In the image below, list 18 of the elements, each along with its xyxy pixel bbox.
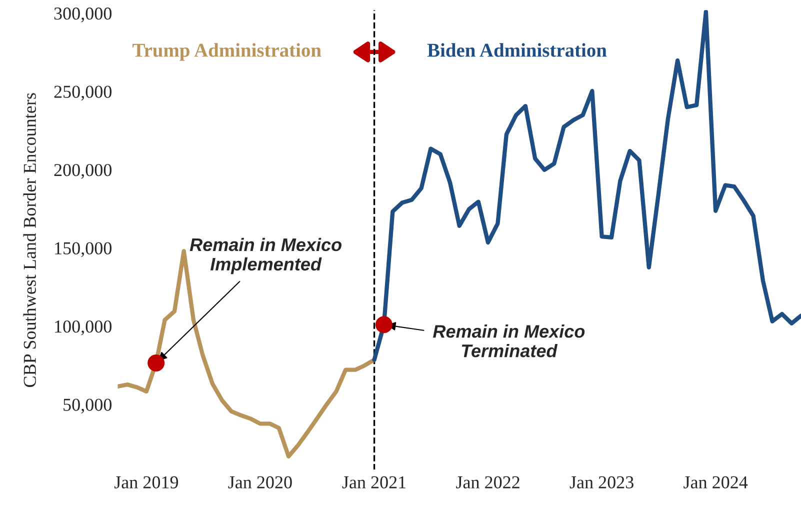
y-axis-title: CBP Southwest Land Border Encounters: [23, 93, 36, 387]
y-tick-label: 100,000: [55, 320, 112, 336]
annotation: Remain in Mexico Terminated: [433, 324, 585, 358]
y-tick-label: 200,000: [54, 164, 112, 179]
series-label: Biden Administration: [427, 43, 607, 57]
x-tick-label: Jan 2020: [228, 476, 292, 488]
x-tick-label: Jan 2022: [456, 476, 520, 488]
y-tick-label: 50,000: [64, 398, 112, 414]
y-tick-label: 250,000: [54, 86, 112, 101]
y-tick-label: 150,000: [55, 242, 112, 257]
x-tick-label: Jan 2019: [114, 476, 178, 488]
x-tick-label: Jan 2021: [342, 476, 406, 488]
y-tick-label: 300,000: [54, 7, 112, 22]
line-series: [372, 10, 801, 362]
text: Trump Administration: [132, 43, 322, 61]
x-tick-label: Jan 2023: [570, 476, 634, 488]
x-tick-label: Jan 2024: [684, 476, 748, 488]
annotation: Remain in Mexico Implemented: [190, 238, 342, 274]
